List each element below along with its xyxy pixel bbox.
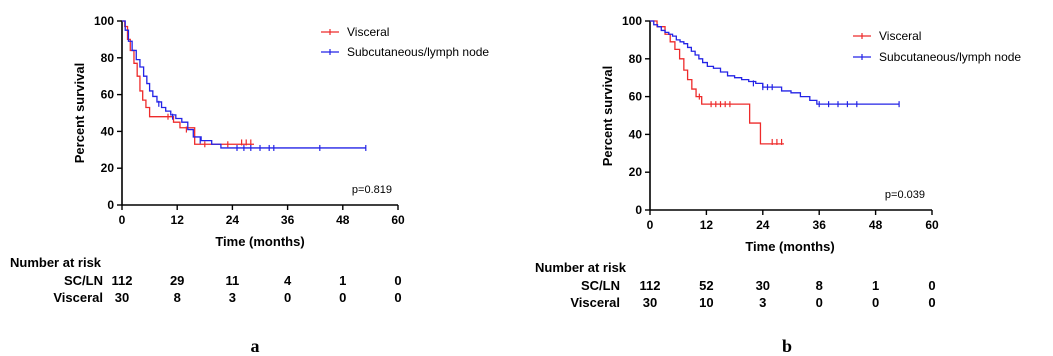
panel-a-y-tick-label: 60 <box>101 88 115 102</box>
panel-a-x-axis-label: Time (months) <box>215 234 304 249</box>
panel-a-y-tick-label: 0 <box>107 198 114 212</box>
panel-b-x-tick-label: 12 <box>700 218 714 232</box>
panel-b-risk-value: 1 <box>872 278 879 293</box>
panel-b-x-tick-label: 48 <box>869 218 883 232</box>
panel-b-legend-label-visceral: Visceral <box>879 29 921 43</box>
panel-a-x-tick-label: 0 <box>119 213 126 227</box>
panel-a-p-value: p=0.819 <box>352 184 392 196</box>
panel-b-series-visceral-line <box>650 20 784 145</box>
panel-a-y-tick-label: 100 <box>94 14 114 28</box>
panel-b-risk-value: 0 <box>872 295 879 310</box>
panel-a-y-tick-label: 40 <box>101 124 115 138</box>
panel-b-series-sc_ln-line <box>650 20 900 105</box>
panel-a-x-tick-label: 48 <box>336 213 350 227</box>
panel-a-y-tick-label: 80 <box>101 51 115 65</box>
panel-a-risk-row-label: Visceral <box>53 290 103 305</box>
panel-b-risk-value: 8 <box>816 278 823 293</box>
panel-a-legend-label-sc_ln: Subcutaneous/lymph node <box>347 45 489 59</box>
panel-b-risk-value: 10 <box>699 295 713 310</box>
panel-a-x-tick-label: 24 <box>226 213 240 227</box>
panel-b-y-tick-label: 40 <box>629 127 643 141</box>
panel-a-risk-value: 0 <box>339 290 346 305</box>
panel-a-risk-value: 3 <box>229 290 236 305</box>
panel-a-x-tick-label: 12 <box>171 213 185 227</box>
panel-b-y-tick-label: 100 <box>622 14 642 28</box>
panel-a-y-axis-label: Percent survival <box>72 63 87 163</box>
panel-a-risk-value: 4 <box>284 273 292 288</box>
panel-a-y-tick-label: 20 <box>101 161 115 175</box>
panel-b-risk-value: 0 <box>928 278 935 293</box>
panel-b-y-tick-label: 60 <box>629 90 643 104</box>
panel-b-risk-title: Number at risk <box>535 260 627 275</box>
panel-a-label: a <box>251 336 260 356</box>
panel-b-risk-value: 3 <box>759 295 766 310</box>
panel-a-risk-value: 30 <box>115 290 129 305</box>
panel-b-risk-value: 30 <box>643 295 657 310</box>
panel-a-risk-value: 1 <box>339 273 346 288</box>
panel-b-p-value: p=0.039 <box>885 189 925 201</box>
panel-b-x-tick-label: 60 <box>925 218 939 232</box>
panel-a-legend-label-visceral: Visceral <box>347 25 389 39</box>
panel-b-label: b <box>782 336 792 356</box>
panel-a-risk-value: 8 <box>174 290 181 305</box>
panel-a-risk-value: 29 <box>170 273 184 288</box>
panel-a-risk-value: 0 <box>394 273 401 288</box>
panel-b-y-axis-label: Percent survival <box>600 66 615 166</box>
panel-a-risk-value: 11 <box>226 273 240 288</box>
panel-b-x-axis-label: Time (months) <box>745 239 834 254</box>
panel-b-risk-value: 52 <box>699 278 713 293</box>
panel-a-risk-title: Number at risk <box>10 255 102 270</box>
panel-b-x-tick-label: 36 <box>813 218 827 232</box>
panel-a-series-sc_ln-line <box>122 20 366 149</box>
panel-b-risk-value: 30 <box>756 278 770 293</box>
panel-b-y-tick-label: 0 <box>635 203 642 217</box>
panel-a-risk-value: 0 <box>394 290 401 305</box>
panel-b-x-tick-label: 24 <box>756 218 770 232</box>
panel-a-risk-value: 0 <box>284 290 291 305</box>
panel-a-risk-row-label: SC/LN <box>64 273 103 288</box>
panel-b-y-tick-label: 20 <box>629 165 643 179</box>
panel-b-risk-value: 0 <box>816 295 823 310</box>
panel-b-legend-label-sc_ln: Subcutaneous/lymph node <box>879 50 1021 64</box>
panel-b-risk-value: 112 <box>640 278 661 293</box>
panel-b-y-tick-label: 80 <box>629 52 643 66</box>
panel-b-risk-row-label: SC/LN <box>581 278 620 293</box>
panel-a-x-tick-label: 60 <box>391 213 405 227</box>
panel-b-risk-value: 0 <box>928 295 935 310</box>
panel-a-risk-value: 112 <box>112 273 133 288</box>
panel-b-x-tick-label: 0 <box>647 218 654 232</box>
panel-a-x-tick-label: 36 <box>281 213 295 227</box>
panel-b-risk-row-label: Visceral <box>570 295 620 310</box>
